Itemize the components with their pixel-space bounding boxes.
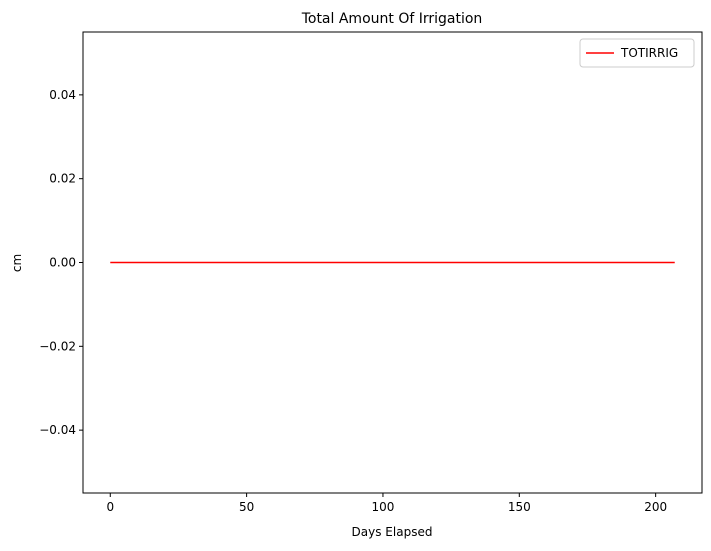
legend: TOTIRRIG bbox=[579, 38, 695, 68]
legend-label-totirrig: TOTIRRIG bbox=[620, 46, 678, 60]
y-tick-label: −0.04 bbox=[39, 423, 76, 437]
chart-title: Total Amount Of Irrigation bbox=[301, 11, 483, 27]
y-axis-label: cm bbox=[10, 254, 24, 272]
x-tick-label: 0 bbox=[106, 500, 114, 514]
y-tick-label: −0.02 bbox=[39, 339, 76, 353]
x-tick-label: 100 bbox=[372, 500, 395, 514]
y-tick-label: 0.02 bbox=[49, 172, 76, 186]
y-tick-label: 0.04 bbox=[49, 88, 76, 102]
y-axis-ticks: −0.04 −0.02 0.00 0.02 0.04 bbox=[39, 88, 83, 437]
x-tick-label: 50 bbox=[239, 500, 254, 514]
x-tick-label: 150 bbox=[508, 500, 531, 514]
x-axis-label: Days Elapsed bbox=[352, 525, 433, 539]
legend-box bbox=[579, 38, 695, 68]
y-tick-label: 0.00 bbox=[49, 256, 76, 270]
x-tick-label: 200 bbox=[644, 500, 667, 514]
x-axis-ticks: 0 50 100 150 200 bbox=[106, 493, 667, 514]
